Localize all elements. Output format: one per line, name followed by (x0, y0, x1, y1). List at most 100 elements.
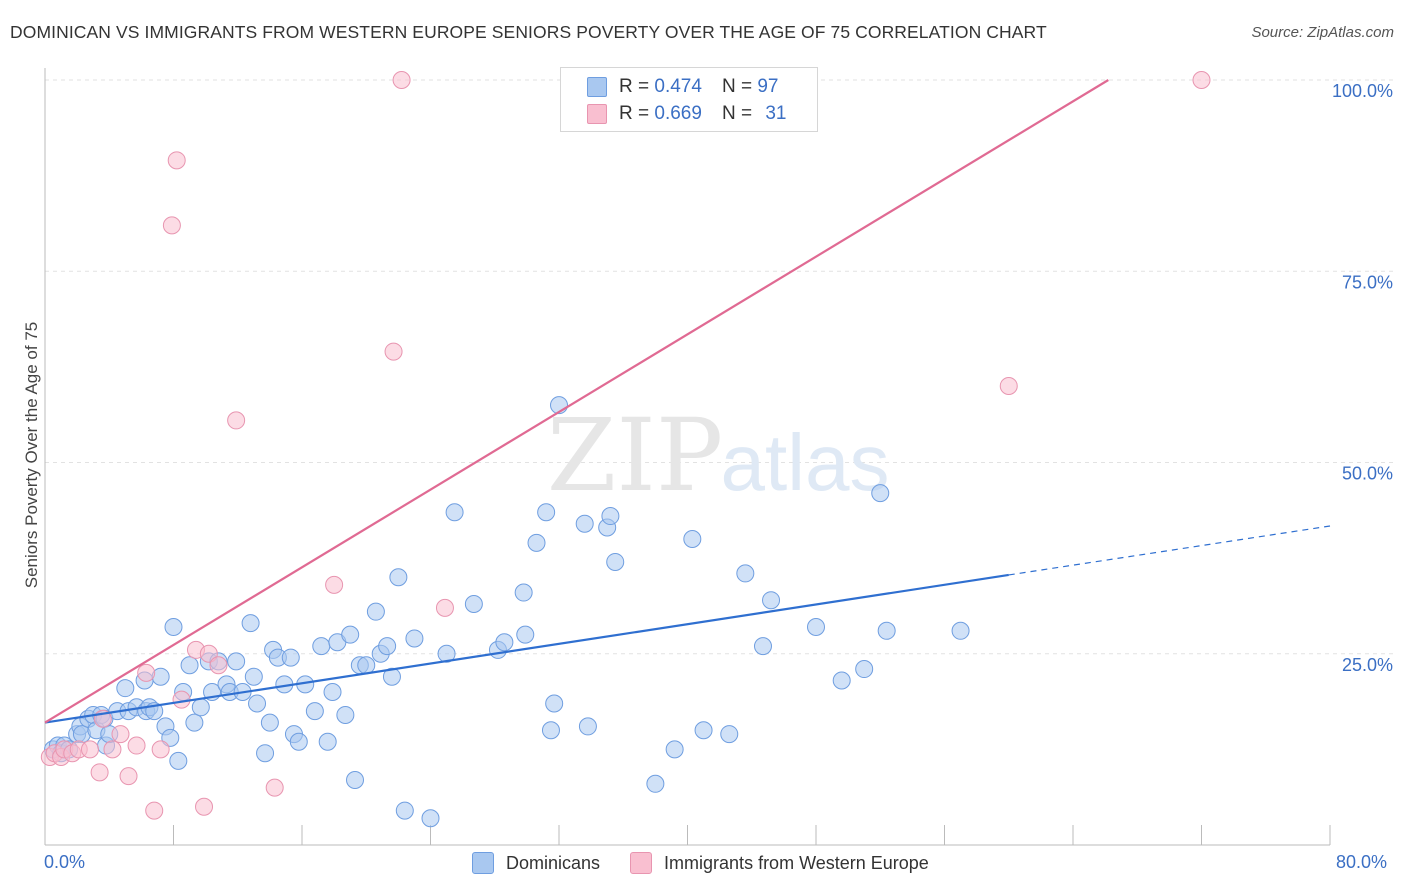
point-dominicans (516, 625, 535, 644)
series-legend-label: Immigrants from Western Europe (664, 852, 929, 873)
point-dominicans (720, 725, 739, 744)
trend-line-dominicans-extension (1008, 525, 1331, 576)
point-dominicans (437, 644, 456, 663)
point-dominicans (305, 702, 324, 721)
data-points (40, 71, 1211, 828)
point-dominicans (161, 728, 180, 747)
point-dominicans (683, 530, 702, 548)
point-dominicans (256, 744, 275, 763)
point-western-europe (111, 725, 130, 744)
legend-n-value: 31 (765, 103, 787, 124)
point-dominicans (346, 770, 365, 789)
point-dominicans (537, 503, 556, 522)
point-dominicans (807, 617, 825, 636)
point-dominicans (323, 683, 342, 701)
y-tick-label: 50.0% (1342, 464, 1393, 484)
grid-lines (45, 79, 1395, 655)
point-dominicans (665, 740, 684, 759)
point-western-europe (384, 342, 403, 361)
point-western-europe (392, 71, 411, 89)
point-dominicans (382, 667, 401, 686)
x-tick-label-max: 80.0% (1336, 852, 1388, 872)
point-dominicans (164, 617, 183, 636)
point-western-europe (209, 656, 228, 675)
trend-line-western-europe (44, 79, 1109, 724)
legend-r-value: 0.474 (654, 76, 702, 97)
series-swatch-dominicans (472, 852, 494, 874)
point-dominicans (606, 552, 625, 571)
watermark-zip: ZIP (547, 397, 723, 514)
point-dominicans (575, 514, 594, 533)
point-dominicans (389, 568, 408, 587)
legend-swatch-dominicans (587, 77, 607, 97)
point-dominicans (180, 656, 199, 675)
legend-r-label: R = (619, 103, 650, 124)
point-dominicans (753, 637, 772, 656)
correlation-legend: R = 0.474 N = 97 R = 0.669 N = 31 (560, 67, 818, 132)
point-dominicans (185, 713, 204, 732)
point-western-europe (145, 801, 164, 820)
watermark: ZIP atlas (547, 397, 890, 514)
point-dominicans (405, 629, 424, 648)
point-dominicans (871, 484, 890, 503)
point-dominicans (248, 694, 267, 713)
point-western-europe (1192, 71, 1211, 89)
point-dominicans (318, 732, 337, 751)
point-dominicans (832, 671, 851, 690)
point-western-europe (137, 663, 156, 682)
point-dominicans (421, 809, 440, 828)
legend-n-value: 97 (757, 76, 779, 97)
point-dominicans (527, 533, 546, 552)
y-tick-label: 100.0% (1332, 81, 1393, 101)
point-dominicans (227, 652, 246, 671)
point-western-europe (119, 767, 138, 786)
point-dominicans (191, 698, 210, 717)
point-dominicans (855, 660, 874, 679)
point-dominicans (281, 648, 300, 667)
point-western-europe (999, 377, 1018, 395)
point-dominicans (336, 705, 355, 724)
point-dominicans (951, 621, 970, 640)
y-tick-label: 25.0% (1342, 655, 1393, 675)
point-western-europe (151, 740, 170, 759)
point-dominicans (578, 717, 597, 736)
point-western-europe (90, 763, 109, 782)
point-dominicans (395, 801, 414, 820)
series-legend: Dominicans Immigrants from Western Europ… (472, 852, 959, 874)
point-dominicans (289, 732, 308, 751)
point-dominicans (169, 751, 188, 770)
point-dominicans (312, 637, 331, 656)
series-legend-label: Dominicans (506, 852, 601, 873)
point-western-europe (325, 575, 344, 594)
y-tick-label: 75.0% (1342, 272, 1393, 292)
chart-source: Source: ZipAtlas.com (1251, 24, 1394, 41)
point-dominicans (260, 713, 279, 732)
series-legend-item-dominicans: Dominicans (472, 852, 600, 874)
point-dominicans (601, 507, 620, 526)
point-dominicans (244, 667, 263, 686)
point-western-europe (265, 778, 284, 797)
point-dominicans (341, 625, 360, 644)
legend-row-western-europe: R = 0.669 N = 31 (587, 102, 786, 126)
legend-swatch-western-europe (587, 104, 607, 124)
point-dominicans (877, 621, 896, 640)
point-western-europe (195, 797, 214, 816)
legend-r-value: 0.669 (654, 103, 702, 124)
point-dominicans (514, 583, 533, 602)
point-dominicans (694, 721, 713, 740)
point-dominicans (646, 774, 665, 793)
series-legend-item-western-europe: Immigrants from Western Europe (630, 852, 929, 874)
point-dominicans (357, 656, 376, 675)
point-western-europe (199, 644, 218, 663)
legend-row-dominicans: R = 0.474 N = 97 (587, 75, 778, 99)
watermark-atlas: atlas (721, 418, 890, 507)
point-dominicans (545, 694, 564, 713)
point-dominicans (378, 637, 397, 656)
point-western-europe (435, 598, 454, 617)
point-dominicans (736, 564, 755, 583)
point-dominicans (495, 633, 514, 652)
point-dominicans (464, 595, 483, 614)
y-tick-labels: 25.0% 50.0% 75.0% 100.0% (1332, 81, 1393, 675)
point-dominicans (366, 602, 385, 621)
point-western-europe (167, 151, 186, 170)
